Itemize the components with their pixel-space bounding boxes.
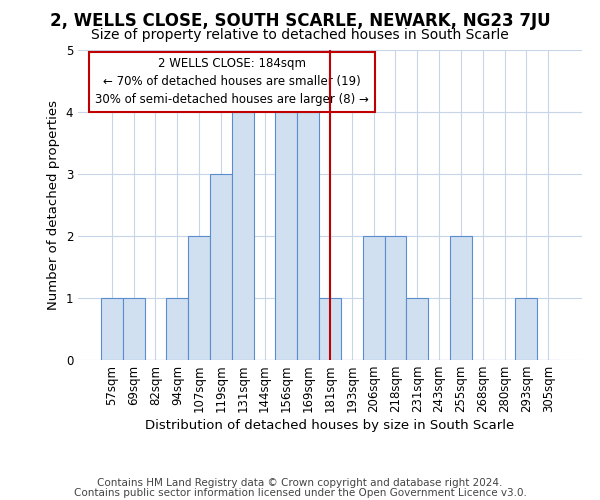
Text: Contains HM Land Registry data © Crown copyright and database right 2024.: Contains HM Land Registry data © Crown c… [97, 478, 503, 488]
Bar [188, 236, 210, 360]
Bar [450, 236, 472, 360]
Bar [297, 112, 319, 360]
Bar [101, 298, 123, 360]
Bar [363, 236, 385, 360]
Bar [515, 298, 537, 360]
Bar [166, 298, 188, 360]
Bar [406, 298, 428, 360]
Text: Size of property relative to detached houses in South Scarle: Size of property relative to detached ho… [91, 28, 509, 42]
Bar [210, 174, 232, 360]
Bar [385, 236, 406, 360]
X-axis label: Distribution of detached houses by size in South Scarle: Distribution of detached houses by size … [145, 420, 515, 432]
Text: Contains public sector information licensed under the Open Government Licence v3: Contains public sector information licen… [74, 488, 526, 498]
Bar [319, 298, 341, 360]
Text: 2, WELLS CLOSE, SOUTH SCARLE, NEWARK, NG23 7JU: 2, WELLS CLOSE, SOUTH SCARLE, NEWARK, NG… [50, 12, 550, 30]
Bar [275, 112, 297, 360]
Bar [232, 112, 254, 360]
Text: 2 WELLS CLOSE: 184sqm
← 70% of detached houses are smaller (19)
30% of semi-deta: 2 WELLS CLOSE: 184sqm ← 70% of detached … [95, 58, 369, 106]
Bar [123, 298, 145, 360]
Y-axis label: Number of detached properties: Number of detached properties [47, 100, 60, 310]
